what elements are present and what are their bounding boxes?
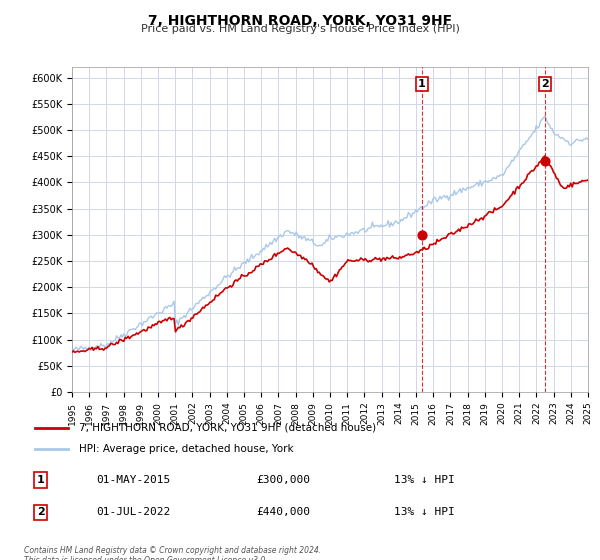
Text: 01-JUL-2022: 01-JUL-2022 — [96, 507, 170, 517]
Text: 7, HIGHTHORN ROAD, YORK, YO31 9HF (detached house): 7, HIGHTHORN ROAD, YORK, YO31 9HF (detac… — [79, 423, 376, 433]
Text: £440,000: £440,000 — [256, 507, 310, 517]
Text: Contains HM Land Registry data © Crown copyright and database right 2024.
This d: Contains HM Land Registry data © Crown c… — [24, 546, 321, 560]
Point — [417, 230, 427, 239]
Text: 1: 1 — [418, 79, 425, 88]
Text: £300,000: £300,000 — [256, 475, 310, 485]
Point — [540, 157, 550, 166]
Text: 13% ↓ HPI: 13% ↓ HPI — [394, 507, 455, 517]
Text: 01-MAY-2015: 01-MAY-2015 — [96, 475, 170, 485]
Text: 1: 1 — [37, 475, 44, 485]
Text: 2: 2 — [37, 507, 44, 517]
Text: Price paid vs. HM Land Registry's House Price Index (HPI): Price paid vs. HM Land Registry's House … — [140, 24, 460, 34]
Text: 2: 2 — [541, 79, 549, 88]
Text: 13% ↓ HPI: 13% ↓ HPI — [394, 475, 455, 485]
Text: HPI: Average price, detached house, York: HPI: Average price, detached house, York — [79, 444, 294, 454]
Text: 7, HIGHTHORN ROAD, YORK, YO31 9HF: 7, HIGHTHORN ROAD, YORK, YO31 9HF — [148, 14, 452, 28]
